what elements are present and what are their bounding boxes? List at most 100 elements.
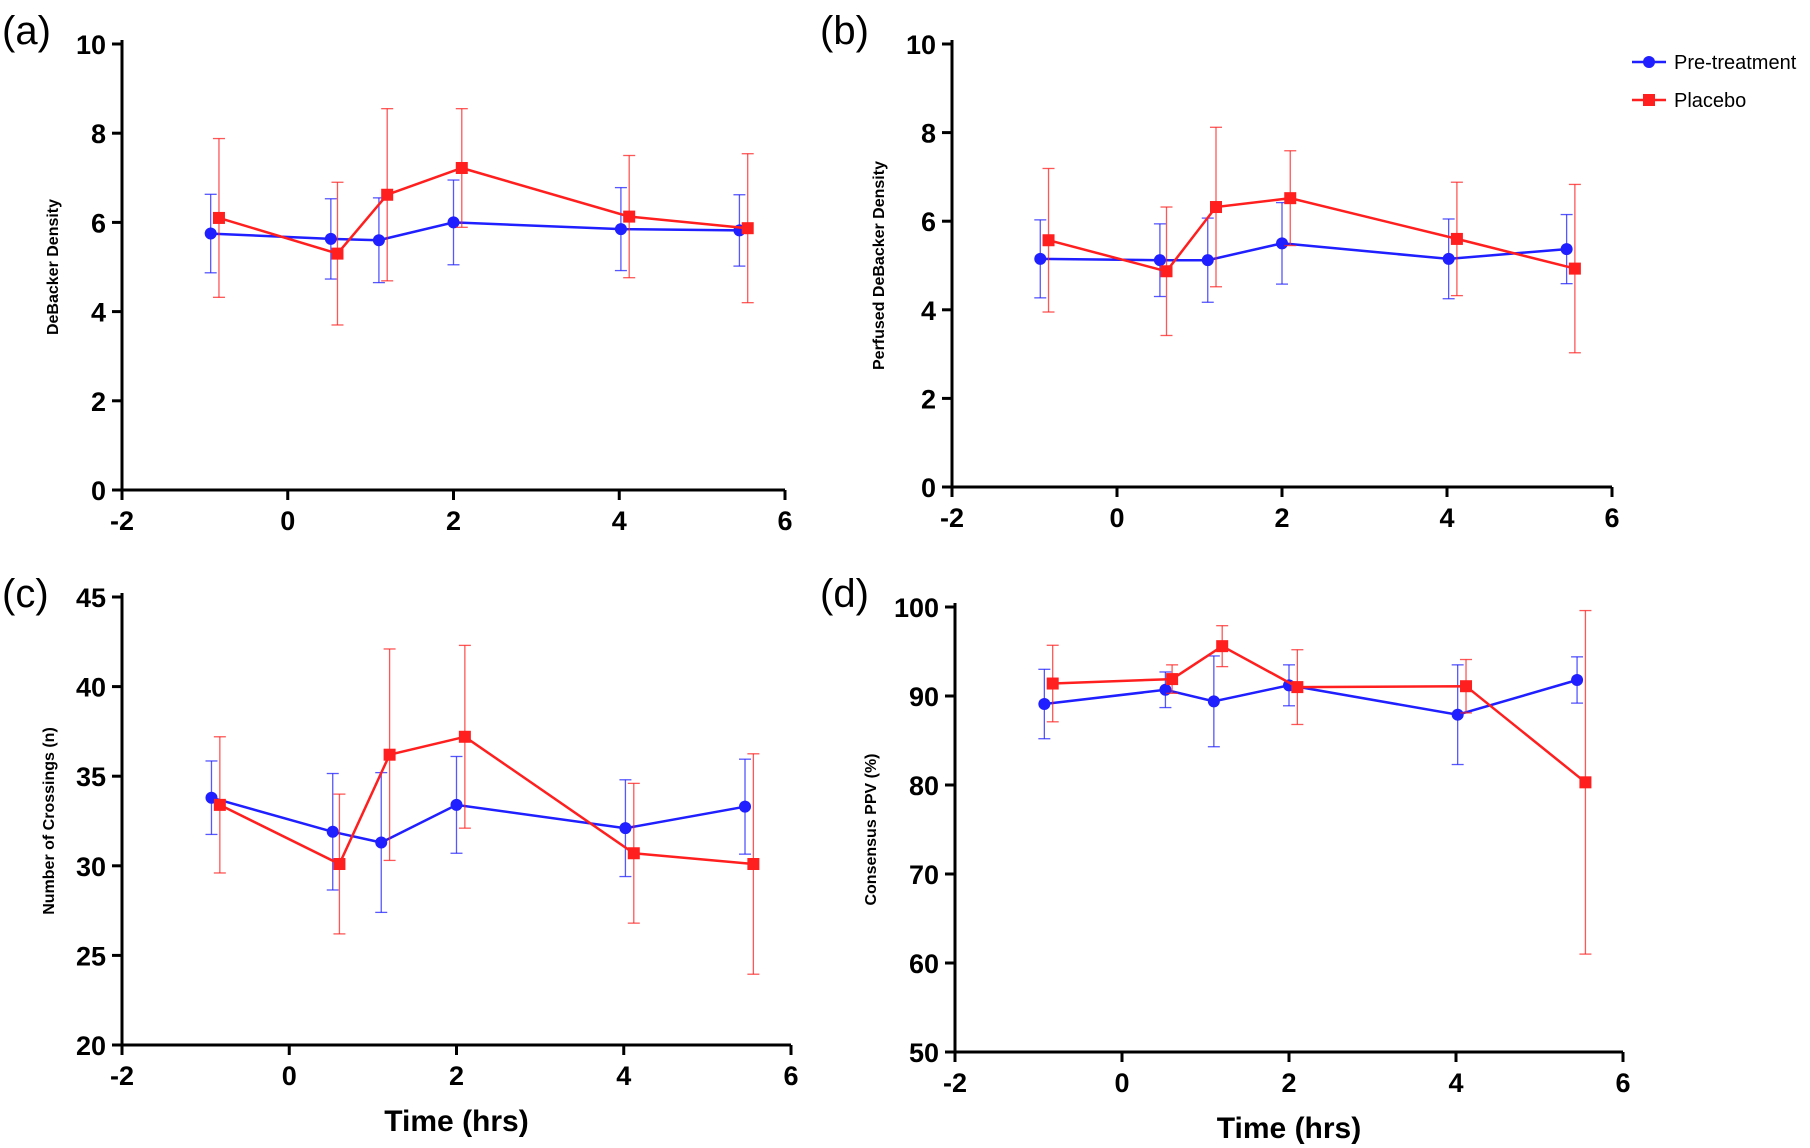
y-tick-label-c-2: 30: [76, 852, 106, 882]
data-point-a-placebo-0: [212, 211, 225, 224]
y-tick-label-c-5: 45: [76, 583, 106, 613]
data-point-a-pre-treatment-0: [204, 227, 217, 240]
data-point-c-pre-treatment-4: [619, 822, 632, 835]
y-tick-label-b-2: 4: [921, 296, 936, 326]
y-axis-label-d: Consensus PPV (%): [863, 753, 880, 905]
data-point-b-pre-treatment-4: [1442, 252, 1455, 265]
data-point-d-placebo-5: [1579, 776, 1592, 789]
data-point-c-pre-treatment-5: [739, 800, 752, 813]
y-tick-label-a-3: 6: [91, 208, 106, 238]
panel-label-c: (c): [2, 572, 49, 616]
y-tick-label-d-1: 60: [909, 949, 939, 979]
series-line-b-placebo: [1048, 196, 1576, 273]
panel-label-b: (b): [820, 9, 869, 53]
data-point-d-pre-treatment-2: [1207, 695, 1220, 708]
data-point-a-pre-treatment-4: [614, 223, 627, 236]
x-tick-label-b-3: 4: [1439, 503, 1454, 533]
series-line-a-placebo: [218, 166, 748, 256]
x-axis-label-d: Time (hrs): [1217, 1112, 1361, 1145]
data-point-d-pre-treatment-4: [1451, 708, 1464, 721]
y-tick-label-d-0: 50: [909, 1038, 939, 1068]
x-tick-label-b-4: 6: [1604, 503, 1619, 533]
y-tick-label-a-0: 0: [91, 476, 106, 506]
x-tick-label-d-3: 4: [1448, 1068, 1463, 1098]
data-point-a-pre-treatment-3: [447, 216, 460, 229]
y-tick-label-b-4: 8: [921, 119, 936, 149]
panel-label-a: (a): [2, 9, 51, 53]
legend-label-placebo: Placebo: [1674, 90, 1746, 112]
y-tick-label-d-2: 70: [909, 860, 939, 890]
data-point-c-placebo-4: [627, 847, 640, 860]
data-point-c-placebo-0: [213, 798, 226, 811]
y-tick-label-d-5: 100: [894, 593, 939, 623]
data-point-d-placebo-0: [1046, 677, 1059, 690]
y-tick-label-a-4: 8: [91, 119, 106, 149]
x-tick-label-c-4: 6: [783, 1061, 798, 1091]
data-point-a-placebo-1: [331, 247, 344, 260]
y-tick-label-d-4: 90: [909, 682, 939, 712]
y-tick-label-a-5: 10: [76, 30, 106, 60]
series-line-d-pre-treatment: [1044, 678, 1578, 716]
series-line-b-pre-treatment: [1040, 242, 1567, 262]
x-tick-label-c-0: -2: [110, 1061, 134, 1091]
x-tick-label-c-1: 0: [282, 1061, 297, 1091]
chart-panel-d: (d) 50 60 70 80 90 100 -2 0 2 4 6 Consensus PPV (%) T…: [820, 572, 1631, 1145]
data-point-b-placebo-5: [1568, 262, 1581, 275]
data-point-c-placebo-1: [333, 858, 346, 871]
y-tick-label-b-0: 0: [921, 473, 936, 503]
x-tick-label-b-2: 2: [1274, 503, 1289, 533]
panel-label-d: (d): [820, 572, 869, 616]
y-tick-label-c-0: 20: [76, 1031, 106, 1061]
data-point-a-pre-treatment-1: [324, 232, 337, 245]
chart-panel-c: (c) 20 25 30 35 40 45 -2 0 2 4 6 Number of Crossings…: [2, 572, 799, 1138]
data-point-b-placebo-1: [1160, 265, 1173, 278]
data-point-c-pre-treatment-1: [326, 825, 339, 838]
x-tick-label-a-1: 0: [280, 506, 295, 536]
y-tick-label-b-5: 10: [906, 30, 936, 60]
data-point-a-placebo-4: [623, 210, 636, 223]
y-tick-label-b-1: 2: [921, 384, 936, 414]
y-tick-label-b-3: 6: [921, 207, 936, 237]
data-point-d-placebo-1: [1166, 673, 1179, 686]
y-axis-label-b: Perfused DeBacker Density: [871, 161, 888, 370]
y-tick-label-d-3: 80: [909, 771, 939, 801]
data-point-a-pre-treatment-2: [372, 234, 385, 247]
y-tick-label-c-3: 35: [76, 762, 106, 792]
data-point-d-pre-treatment-0: [1038, 698, 1051, 711]
x-tick-label-d-2: 2: [1281, 1068, 1296, 1098]
data-point-b-pre-treatment-5: [1560, 243, 1573, 256]
x-tick-label-b-0: -2: [940, 503, 964, 533]
x-tick-label-a-0: -2: [110, 506, 134, 536]
legend-label-pre-treatment: Pre-treatment: [1674, 52, 1797, 74]
data-point-d-placebo-4: [1460, 680, 1473, 693]
x-axis-label-c: Time (hrs): [384, 1105, 528, 1138]
data-point-c-placebo-3: [458, 730, 471, 743]
x-tick-label-a-3: 4: [612, 506, 627, 536]
x-tick-label-d-1: 0: [1114, 1068, 1129, 1098]
y-tick-label-c-4: 40: [76, 673, 106, 703]
data-point-a-placebo-2: [381, 188, 394, 201]
series-line-d-placebo: [1052, 644, 1587, 784]
y-tick-label-a-1: 2: [91, 387, 106, 417]
x-tick-label-b-1: 0: [1109, 503, 1124, 533]
data-point-c-pre-treatment-3: [450, 798, 463, 811]
y-axis-label-a: DeBacker Density: [45, 199, 62, 335]
y-tick-label-c-1: 25: [76, 941, 106, 971]
data-point-c-pre-treatment-2: [375, 836, 388, 849]
data-point-b-pre-treatment-0: [1034, 252, 1047, 265]
data-point-b-pre-treatment-1: [1153, 254, 1166, 267]
y-axis-label-c: Number of Crossings (n): [41, 727, 58, 915]
data-point-a-placebo-3: [455, 161, 468, 174]
series-line-a-pre-treatment: [210, 221, 740, 242]
data-point-b-pre-treatment-2: [1201, 254, 1214, 267]
legend-marker-pre-treatment: [1643, 56, 1655, 68]
x-tick-label-c-3: 4: [616, 1061, 631, 1091]
x-tick-label-a-4: 6: [777, 506, 792, 536]
x-tick-label-a-2: 2: [446, 506, 461, 536]
data-point-d-placebo-2: [1216, 640, 1229, 653]
y-tick-label-a-2: 4: [91, 298, 106, 328]
data-point-b-placebo-3: [1284, 192, 1297, 205]
